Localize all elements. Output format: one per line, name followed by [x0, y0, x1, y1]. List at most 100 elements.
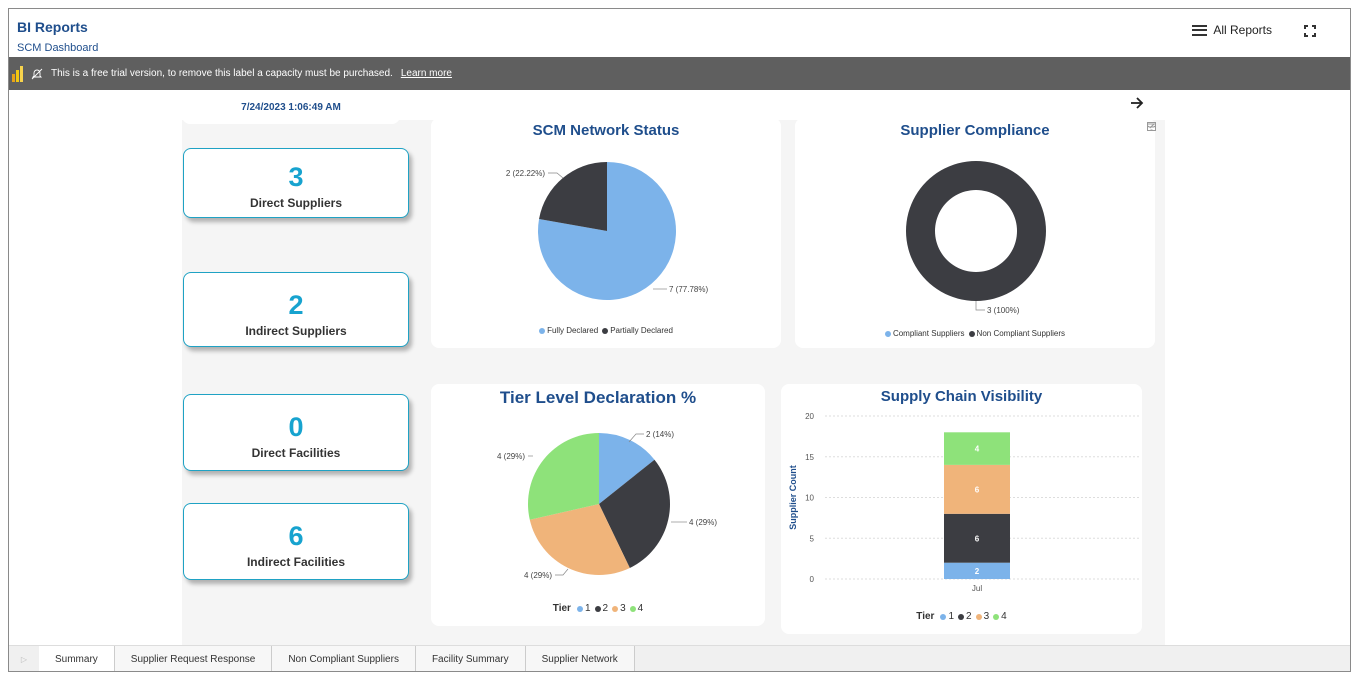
pie-slice-non-compliant-suppliers[interactable] — [905, 161, 1046, 301]
legend-label: Fully Declared — [547, 326, 599, 335]
data-label: 2 (22.22%) — [506, 169, 545, 178]
legend-label: Compliant Suppliers — [892, 329, 965, 338]
legend-title: Tier — [916, 611, 935, 622]
bell-off-icon — [31, 68, 43, 79]
bar-tier-4[interactable] — [944, 432, 1010, 465]
bar-data-label: 2 — [975, 567, 980, 576]
legend-label: Partially Declared — [610, 326, 673, 335]
header: BI Reports SCM Dashboard All Reports — [9, 9, 1350, 57]
tab-scroll-left-icon[interactable]: ▷ — [20, 655, 28, 664]
y-tick-label: 15 — [805, 453, 814, 462]
bar-data-label: 6 — [975, 534, 980, 543]
kpi-value: 2 — [288, 290, 304, 320]
chart-title: SCM Network Status — [532, 122, 680, 139]
supply-chain-visibility-chart: 0 5 10 15 20 Supplier Count 2 6 6 4 Jul — [788, 412, 1139, 593]
y-axis-label: Supplier Count — [788, 465, 798, 530]
scm-network-status-chart: 7 (77.78%) 2 (22.22%) — [506, 162, 708, 300]
legend-label: Non Compliant Suppliers — [976, 329, 1066, 338]
chart-legend: Fully Declared Partially Declared — [431, 326, 781, 335]
legend-dot — [629, 605, 636, 612]
y-tick-label: 5 — [810, 534, 815, 543]
legend-label: 4 — [1001, 611, 1007, 622]
data-label: 4 (29%) — [497, 452, 525, 461]
legend-dot — [993, 613, 1000, 620]
chart-title: Tier Level Declaration % — [499, 388, 697, 407]
pie-slice-partially-declared[interactable] — [539, 162, 607, 231]
kpi-direct-suppliers[interactable]: 3 Direct Suppliers — [183, 148, 409, 218]
chart-legend: Tier 1 2 3 4 — [431, 603, 765, 614]
legend-label: 3 — [620, 603, 626, 614]
learn-more-link[interactable]: Learn more — [400, 68, 452, 79]
data-label: 4 (29%) — [524, 571, 552, 580]
kpi-label: Direct Facilities — [251, 446, 341, 460]
refresh-timestamp: 7/24/2023 1:06:49 AM — [182, 90, 400, 124]
kpi-label: Indirect Facilities — [246, 555, 346, 569]
bar-data-label: 6 — [975, 485, 980, 494]
report-frame: BI Reports SCM Dashboard All Reports Thi… — [8, 8, 1351, 672]
y-tick-label: 0 — [810, 575, 815, 584]
kpi-value: 3 — [288, 162, 304, 192]
legend-dot — [594, 605, 601, 612]
tab-facility-summary[interactable]: Facility Summary — [415, 646, 526, 671]
legend-label: 1 — [584, 603, 591, 614]
data-label: 4 (29%) — [689, 518, 717, 527]
scm-network-status-card[interactable]: SCM Network Status 7 (77.78%) 2 (22.22%) … — [431, 118, 781, 348]
leader-line — [628, 433, 644, 443]
report-name: SCM Dashboard — [17, 42, 99, 54]
tab-supplier-network[interactable]: Supplier Network — [525, 646, 635, 671]
supplier-compliance-card[interactable]: Supplier Compliance 3 (100%) Compliant S… — [795, 118, 1156, 348]
legend-label: 2 — [602, 603, 609, 614]
legend-label: 3 — [983, 611, 990, 622]
chart-legend: Tier 1 2 3 4 — [781, 611, 1142, 622]
page-tabs: ▷ Summary Supplier Request Response Non … — [9, 645, 1350, 671]
tier-level-declaration-chart: 2 (14%) 4 (29%) 4 (29%) 4 (29%) — [497, 430, 717, 580]
bar-tier-2[interactable] — [944, 513, 1010, 563]
tab-supplier-request-response[interactable]: Supplier Request Response — [114, 646, 273, 671]
legend-dot — [968, 330, 975, 337]
legend-dot — [539, 327, 546, 334]
trial-banner: This is a free trial version, to remove … — [9, 57, 1350, 90]
kpi-indirect-facilities[interactable]: 6 Indirect Facilities — [183, 503, 409, 580]
bar-tier-1[interactable] — [944, 562, 1010, 579]
tab-non-compliant-suppliers[interactable]: Non Compliant Suppliers — [272, 646, 416, 671]
data-label: 3 (100%) — [987, 306, 1020, 315]
leader-line — [555, 568, 569, 576]
tab-summary[interactable]: Summary — [39, 646, 115, 671]
kpi-direct-facilities[interactable]: 0 Direct Facilities — [183, 394, 409, 471]
supply-chain-visibility-card[interactable]: Supply Chain Visibility 0 5 10 15 20 Supplier… — [781, 384, 1142, 634]
legend-dot — [576, 605, 583, 612]
y-tick-label: 10 — [805, 494, 814, 503]
more-options-icon[interactable] — [1147, 122, 1156, 131]
legend-dot — [884, 330, 891, 337]
menu-icon — [1192, 24, 1208, 36]
pie-slice-4[interactable] — [528, 433, 599, 520]
all-reports-label: All Reports — [1213, 23, 1272, 37]
kpi-label: Direct Suppliers — [249, 196, 343, 210]
arrow-right-icon[interactable] — [1130, 96, 1144, 110]
all-reports-button[interactable]: All Reports — [1192, 23, 1272, 37]
data-label: 7 (77.78%) — [669, 285, 708, 294]
kpi-indirect-suppliers[interactable]: 2 Indirect Suppliers — [183, 272, 409, 347]
powerbi-logo-icon — [12, 65, 23, 82]
legend-label: 2 — [966, 611, 972, 622]
kpi-label: Indirect Suppliers — [245, 324, 347, 338]
tier-level-declaration-card[interactable]: Tier Level Declaration % 2 (14%) 4 (29%) 4… — [431, 384, 765, 626]
bar-data-label: 4 — [975, 445, 980, 454]
legend-dot — [940, 613, 947, 620]
bar-tier-3[interactable] — [944, 464, 1010, 514]
kpi-value: 6 — [288, 521, 304, 551]
chart-legend: Compliant Suppliers Non Compliant Suppli… — [795, 329, 1155, 338]
legend-dot — [612, 605, 619, 612]
app-title[interactable]: BI Reports — [17, 19, 88, 35]
pie-slice-1[interactable] — [599, 433, 655, 504]
chart-title: Supplier Compliance — [900, 122, 1050, 139]
legend-label: 4 — [637, 603, 644, 614]
chart-title: Supply Chain Visibility — [880, 388, 1043, 405]
pie-slice-2[interactable] — [599, 459, 670, 568]
legend-dot — [958, 613, 965, 620]
legend-title: Tier — [552, 603, 571, 614]
fullscreen-icon[interactable] — [1304, 25, 1316, 37]
legend-dot — [602, 327, 609, 334]
x-tick-label: Jul — [972, 584, 982, 593]
pie-slice-3[interactable] — [529, 504, 630, 575]
